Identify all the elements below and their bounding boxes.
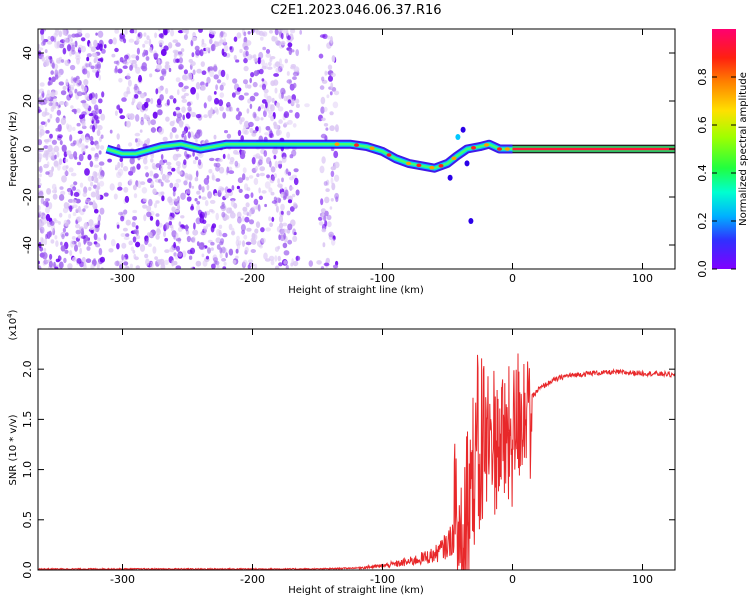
y-tick-label: -20: [21, 188, 34, 206]
signal-peak: [497, 147, 502, 151]
signal-peak: [386, 153, 392, 157]
signal-blob: [447, 174, 453, 181]
signal-track-inner: [106, 142, 513, 170]
figure-title: C2E1.2023.046.06.37.R16: [270, 3, 441, 18]
signal-peak: [354, 143, 359, 147]
snr-x-ticks: -300 -200 -100 0 100: [110, 329, 653, 586]
snr-y-label: SNR (10 * v/v): [8, 414, 19, 485]
carrier-band: [512, 144, 675, 154]
x-tick-label: -100: [370, 272, 395, 285]
signal-peak: [504, 147, 510, 151]
spectrogram-x-ticks: -300 -200 -100 0 100: [110, 29, 653, 285]
y-tick-label: 40: [21, 46, 34, 60]
colorbar-label: Normalized spectral amplitude: [738, 72, 749, 226]
colorbar: 0.0 0.2 0.4 0.6 0.8 Normalized spectral ampl…: [696, 29, 749, 278]
signal-blob: [468, 218, 474, 224]
colorbar-tick-label: 0.6: [696, 116, 709, 134]
y-tick-label: 0: [21, 146, 34, 153]
x-tick-label: -200: [240, 272, 265, 285]
colorbar-tick-label: 0.4: [696, 164, 709, 182]
colorbar-tick-label: 0.8: [696, 68, 709, 86]
x-tick-label: 0: [509, 573, 516, 586]
colorbar-gradient: [712, 29, 736, 269]
signal-peak: [484, 143, 489, 147]
signal-peak: [451, 156, 457, 161]
spectrogram-x-label: Height of straight line (km): [288, 285, 424, 296]
x-tick-label: -200: [240, 573, 265, 586]
snr-series-line: [38, 353, 675, 570]
snr-panel: -300 -200 -100 0 100 0.0 0.5 1.0 1.5 2.0 Height …: [6, 309, 676, 596]
y-tick-label: 1.5: [21, 411, 34, 429]
spectrogram-speckle: [38, 29, 340, 269]
signal-peak: [369, 146, 375, 150]
y-tick-label: 0.0: [21, 561, 34, 579]
signal-peak: [438, 164, 444, 168]
colorbar-tick-label: 0.0: [696, 260, 709, 278]
colorbar-ticks: 0.0 0.2 0.4 0.6 0.8: [696, 68, 736, 278]
x-tick-label: -300: [110, 573, 135, 586]
y-tick-label: 0.5: [21, 511, 34, 529]
spectrogram-y-ticks: -40 -20 0 20 40: [21, 46, 675, 254]
x-tick-label: 100: [632, 272, 653, 285]
signal-peak: [334, 142, 340, 146]
signal-peak: [471, 146, 476, 150]
signal-peak: [406, 161, 411, 166]
x-tick-label: -300: [110, 272, 135, 285]
y-tick-label: -40: [21, 236, 34, 254]
signal-blob: [455, 134, 461, 140]
snr-x-label: Height of straight line (km): [288, 585, 424, 596]
x-tick-label: -100: [370, 573, 395, 586]
colorbar-tick-label: 0.2: [696, 212, 709, 230]
y-tick-label: 20: [21, 94, 34, 108]
y-tick-label: 2.0: [21, 360, 34, 378]
snr-y-ticks: 0.0 0.5 1.0 1.5 2.0: [21, 360, 675, 579]
y-tick-label: 1.0: [21, 461, 34, 479]
signal-peak: [429, 165, 435, 170]
x-tick-label: 0: [509, 272, 516, 285]
snr-frame: [37, 328, 676, 571]
signal-blob: [464, 160, 470, 167]
signal-track: [105, 126, 513, 224]
snr-y-scale: (x104): [6, 309, 19, 340]
signal-peak: [416, 163, 422, 168]
spectrogram-y-label: Frequency (Hz): [8, 111, 19, 187]
x-tick-label: 100: [632, 573, 653, 586]
signal-blob: [460, 126, 466, 133]
